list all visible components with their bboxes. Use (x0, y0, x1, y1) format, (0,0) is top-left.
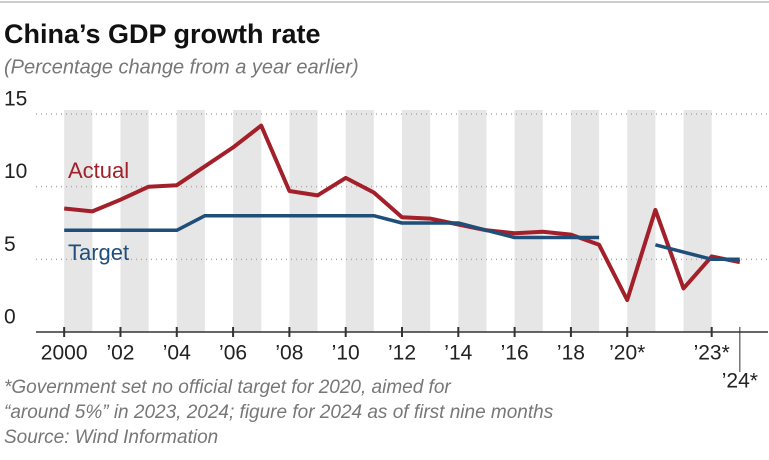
stripe (176, 110, 205, 332)
stripe (64, 110, 93, 332)
stripe (345, 110, 374, 332)
x-tick-label: ’04 (163, 342, 191, 365)
plot-area: 0 5 10 15 2000 ’02 ’04 ’06 ’08 ’10 ’12 ’14 ’16 ’18 ’20… (4, 88, 768, 393)
x-tick-label: ’14 (444, 342, 472, 365)
x-tick-label: ’02 (106, 342, 134, 365)
stripe (120, 110, 149, 332)
y-tick-label: 5 (4, 233, 16, 256)
stripe (458, 110, 487, 332)
stripe (570, 110, 600, 332)
legend-label: Target (68, 240, 129, 265)
footnote: *Government set no official target for 2… (4, 377, 451, 398)
y-tick-label: 0 (4, 306, 16, 329)
stripe (514, 110, 543, 332)
chart-title: China’s GDP growth rate (4, 19, 321, 49)
y-tick-label: 15 (4, 88, 27, 111)
chart-subtitle: (Percentage change from a year earlier) (4, 56, 359, 78)
stripe (683, 110, 712, 332)
x-tick-label: ’06 (219, 342, 247, 365)
x-tick-label: ’18 (557, 342, 585, 365)
series-line (64, 213, 740, 262)
stripe (233, 110, 262, 332)
x-tick-label: ’12 (388, 342, 416, 365)
x-tick-label: 2000 (41, 342, 88, 365)
x-tick-label: ’20* (609, 342, 645, 365)
x-tick-label: ’23* (694, 342, 730, 365)
legend-label: Actual (68, 158, 129, 183)
x-tick-label: ’08 (275, 342, 303, 365)
y-tick-label: 10 (4, 160, 27, 183)
source: Source: Wind Information (4, 427, 218, 448)
stripe (289, 110, 318, 332)
footnote: “around 5%” in 2023, 2024; figure for 20… (4, 402, 554, 423)
series-line (63, 123, 741, 302)
stripe (402, 110, 431, 332)
x-tick-label: ’24* (722, 370, 758, 393)
x-tick-label: ’16 (501, 342, 529, 365)
x-tick-label: ’10 (332, 342, 360, 365)
